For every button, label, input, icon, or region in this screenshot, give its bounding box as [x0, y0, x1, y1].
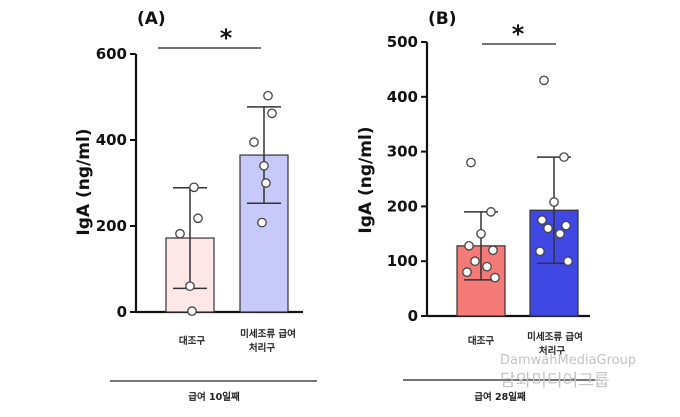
panel-b-point-0-5 [470, 256, 480, 267]
panel-a-point-1-4 [261, 178, 271, 188]
watermark-korean: 담와미디어그룹 [500, 371, 609, 391]
panel-b-period-label: 급여 28일째 [474, 391, 526, 403]
panel-a-label: (A) [137, 9, 166, 29]
panel-b-y-tick-label-0: 0 [408, 307, 418, 325]
panel-b-point-1-8 [563, 256, 573, 267]
panel-b-significance-star: * [512, 20, 525, 48]
panel-a-y-tick-label-200: 200 [96, 217, 127, 235]
panel-a-point-1-5 [257, 217, 267, 228]
panel-a-category-label-treatment-line1: 미세조류 급여 [240, 328, 296, 340]
panel-b-point-1-6 [555, 228, 565, 239]
panel-b-point-1-5 [543, 223, 553, 234]
panel-b-point-0-2 [476, 228, 486, 239]
panel-a-y-tick-label-600: 600 [96, 45, 127, 63]
panel-a-significance-star: * [220, 24, 233, 52]
panel-a-point-1-0 [263, 90, 273, 101]
panel-a-point-0-4 [187, 306, 197, 316]
panel-b-y-tick-label-500: 500 [387, 33, 418, 51]
panel-b-point-1-7 [535, 246, 545, 257]
panel-b-point-1-4 [561, 220, 571, 231]
panel-b-y-axis-label: IgA (ng/ml) [356, 126, 376, 233]
panel-a-y-axis-label: IgA (ng/ml) [74, 128, 94, 235]
chart-panel-b: (B) IgA (ng/ml) * 0 100 200 300 400 500 대조구 미… [356, 9, 600, 403]
panel-b-y-tick-label-300: 300 [387, 143, 418, 161]
watermark-english: DamwahMediaGroup [500, 353, 636, 368]
panel-b-point-0-1 [486, 207, 496, 217]
panel-b-category-label-control: 대조구 [468, 335, 494, 347]
panel-b-category-label-treatment-line1: 미세조류 급여 [527, 331, 583, 343]
panel-b-point-0-3 [464, 241, 474, 251]
panel-b-point-0-6 [482, 261, 492, 272]
panel-a-point-1-3 [259, 160, 269, 171]
panel-b-point-1-1 [559, 152, 569, 162]
panel-b-plot-area: 0 100 200 300 400 500 [387, 33, 590, 325]
panel-b-y-tick-label-200: 200 [387, 197, 418, 215]
panel-a-point-1-1 [267, 108, 277, 119]
panel-a-point-0-2 [175, 228, 185, 239]
panel-b-point-1-0 [539, 75, 549, 86]
chart-panel-a: (A) IgA (ng/ml) * 0 200 400 600 대조구 미세조류 급여… [74, 9, 317, 403]
panel-b-point-0-4 [488, 245, 498, 256]
panel-b-y-tick-label-100: 100 [387, 252, 418, 270]
panel-b-category-label-treatment-line2: 처리구 [539, 345, 565, 357]
panel-a-y-tick-label-0: 0 [117, 303, 127, 321]
panel-a-point-0-1 [193, 213, 203, 224]
panel-b-point-1-2 [549, 197, 559, 207]
panel-a-period-label: 급여 10일째 [188, 391, 240, 403]
panel-a-y-tick-label-400: 400 [96, 131, 127, 149]
panel-b-point-0-7 [462, 267, 472, 278]
panel-b-y-tick-label-400: 400 [387, 88, 418, 106]
panel-b-label: (B) [428, 9, 457, 29]
panel-b-point-0-8 [490, 272, 500, 283]
panel-a-point-0-0 [189, 182, 199, 193]
panel-a-point-1-2 [249, 137, 259, 147]
panel-a-point-0-3 [185, 281, 195, 292]
panel-a-category-label-treatment-line2: 처리구 [249, 342, 275, 354]
panel-b-point-1-3 [537, 215, 547, 225]
panel-a-plot-area: 0 200 400 600 [96, 45, 303, 321]
panel-a-category-label-control: 대조구 [179, 335, 205, 347]
panel-b-point-0-0 [466, 157, 476, 168]
